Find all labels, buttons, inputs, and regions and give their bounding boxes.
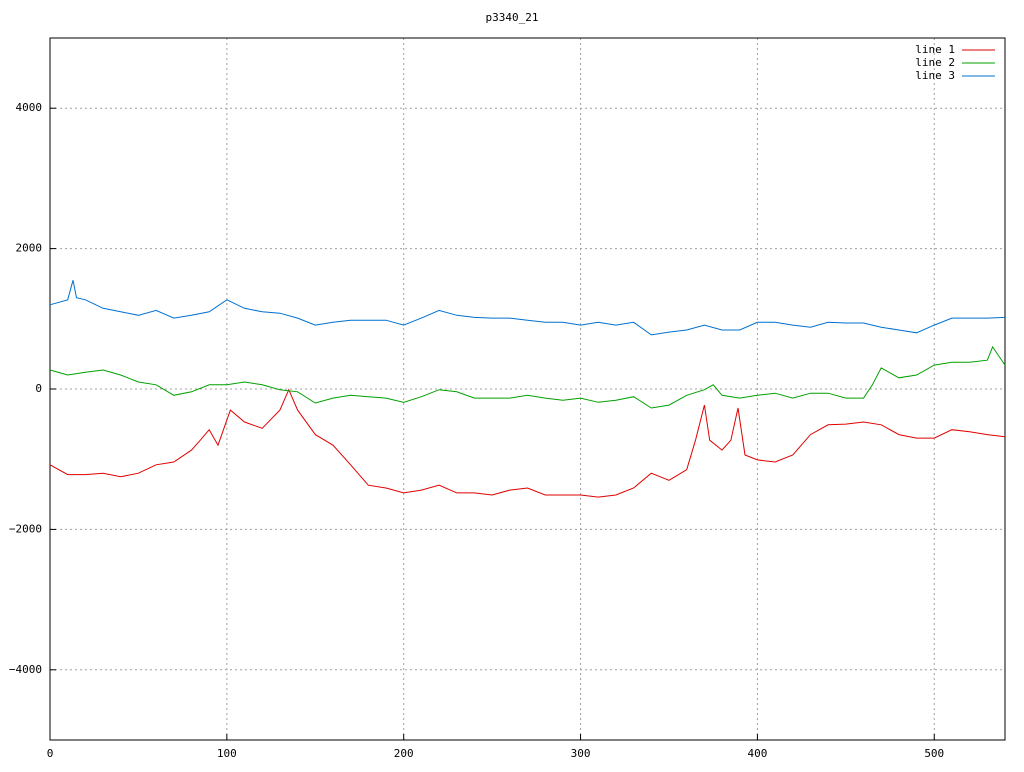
x-tick-label: 100 (217, 747, 237, 760)
legend-label: line 1 (915, 43, 955, 56)
series-line (49, 280, 1006, 336)
legend-label: line 3 (915, 69, 955, 82)
x-tick-label: 400 (747, 747, 767, 760)
x-tick-label: 0 (47, 747, 54, 760)
legend-label: line 2 (915, 56, 955, 69)
series-line (49, 388, 1006, 498)
y-tick-label: −2000 (9, 522, 42, 535)
y-tick-label: 4000 (16, 101, 43, 114)
series-line (49, 345, 1006, 409)
plot-frame (49, 37, 1006, 741)
y-tick-label: 2000 (16, 242, 43, 255)
chart-title: p3340_21 (486, 11, 539, 24)
x-tick-label: 500 (924, 747, 944, 760)
x-tick-label: 200 (394, 747, 414, 760)
y-tick-label: 0 (35, 382, 42, 395)
y-tick-label: −4000 (9, 663, 42, 676)
x-tick-label: 300 (571, 747, 591, 760)
